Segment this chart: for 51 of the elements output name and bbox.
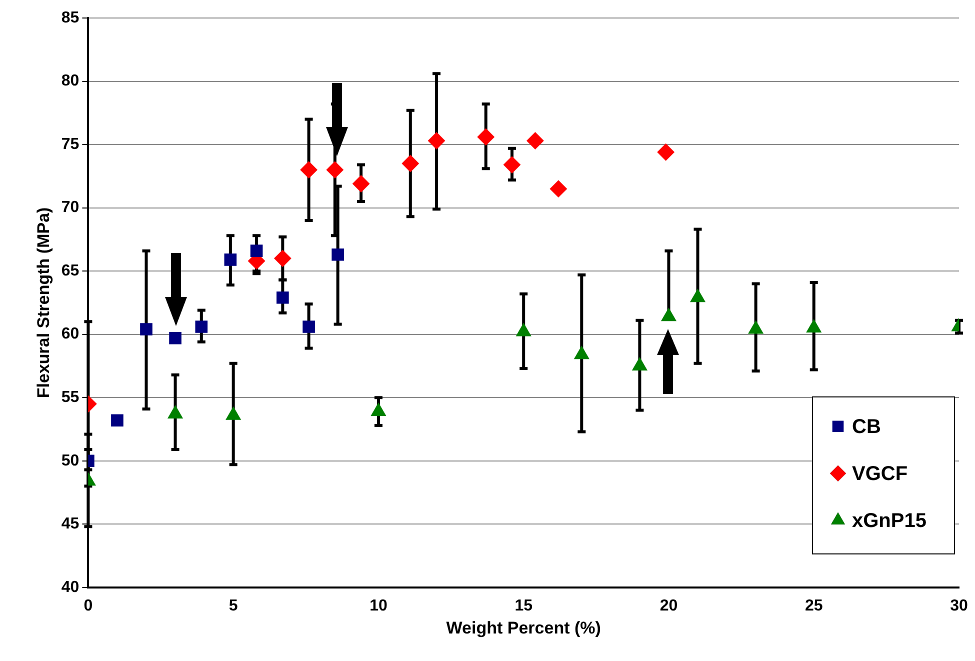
point bbox=[195, 320, 208, 333]
y-tick-label: 40 bbox=[61, 578, 80, 596]
y-tick-label: 85 bbox=[61, 9, 80, 26]
point bbox=[690, 289, 706, 302]
x-tick-label: 0 bbox=[84, 597, 93, 614]
y-tick-label: 70 bbox=[61, 199, 80, 216]
point bbox=[371, 403, 386, 416]
point bbox=[276, 291, 289, 304]
legend-label: xGnP15 bbox=[852, 510, 926, 532]
point bbox=[302, 320, 315, 333]
point bbox=[300, 161, 318, 178]
point bbox=[574, 346, 590, 360]
point bbox=[274, 250, 292, 267]
point bbox=[402, 155, 419, 172]
point bbox=[428, 132, 446, 150]
x-tick-label: 20 bbox=[660, 597, 678, 614]
point bbox=[503, 156, 520, 174]
legend-label: VGCF bbox=[852, 462, 908, 485]
y-axis-title: Flexural Strength (MPa) bbox=[34, 207, 53, 398]
y-tick-label: 60 bbox=[61, 326, 80, 343]
x-tick-label: 30 bbox=[950, 597, 968, 614]
y-tick-label: 50 bbox=[61, 452, 80, 470]
y-tick-label: 65 bbox=[61, 262, 80, 280]
point bbox=[226, 406, 241, 420]
point bbox=[169, 332, 182, 344]
point bbox=[477, 128, 494, 146]
point bbox=[326, 161, 344, 178]
point bbox=[550, 180, 567, 198]
x-tick-label: 10 bbox=[370, 597, 388, 614]
point bbox=[140, 323, 152, 336]
y-tick-label: 45 bbox=[61, 516, 80, 533]
point bbox=[526, 132, 544, 150]
x-tick-label: 25 bbox=[804, 597, 823, 614]
y-tick-label: 55 bbox=[61, 389, 80, 406]
point bbox=[632, 357, 648, 370]
x-tick-label: 15 bbox=[514, 597, 533, 614]
y-tick-label: 80 bbox=[61, 72, 80, 90]
point bbox=[657, 144, 674, 161]
x-tick-label: 5 bbox=[228, 597, 238, 614]
x-axis-title: Weight Percent (%) bbox=[446, 618, 601, 638]
point bbox=[352, 175, 370, 192]
point bbox=[224, 254, 237, 266]
point bbox=[748, 320, 764, 334]
point bbox=[332, 248, 344, 261]
legend-label: CB bbox=[852, 416, 881, 438]
point bbox=[516, 323, 532, 336]
point bbox=[168, 406, 183, 419]
y-tick-label: 75 bbox=[61, 136, 80, 153]
point bbox=[250, 244, 263, 257]
point bbox=[806, 320, 822, 333]
point bbox=[661, 308, 676, 322]
